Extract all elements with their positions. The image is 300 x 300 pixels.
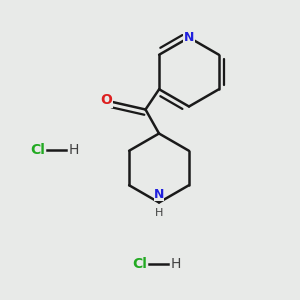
Text: H: H <box>170 257 181 271</box>
Text: N: N <box>154 188 164 201</box>
Text: Cl: Cl <box>30 143 45 157</box>
Text: H: H <box>155 208 163 218</box>
Text: Cl: Cl <box>132 257 147 271</box>
Text: N: N <box>184 31 194 44</box>
Text: O: O <box>100 94 112 107</box>
Text: H: H <box>68 143 79 157</box>
